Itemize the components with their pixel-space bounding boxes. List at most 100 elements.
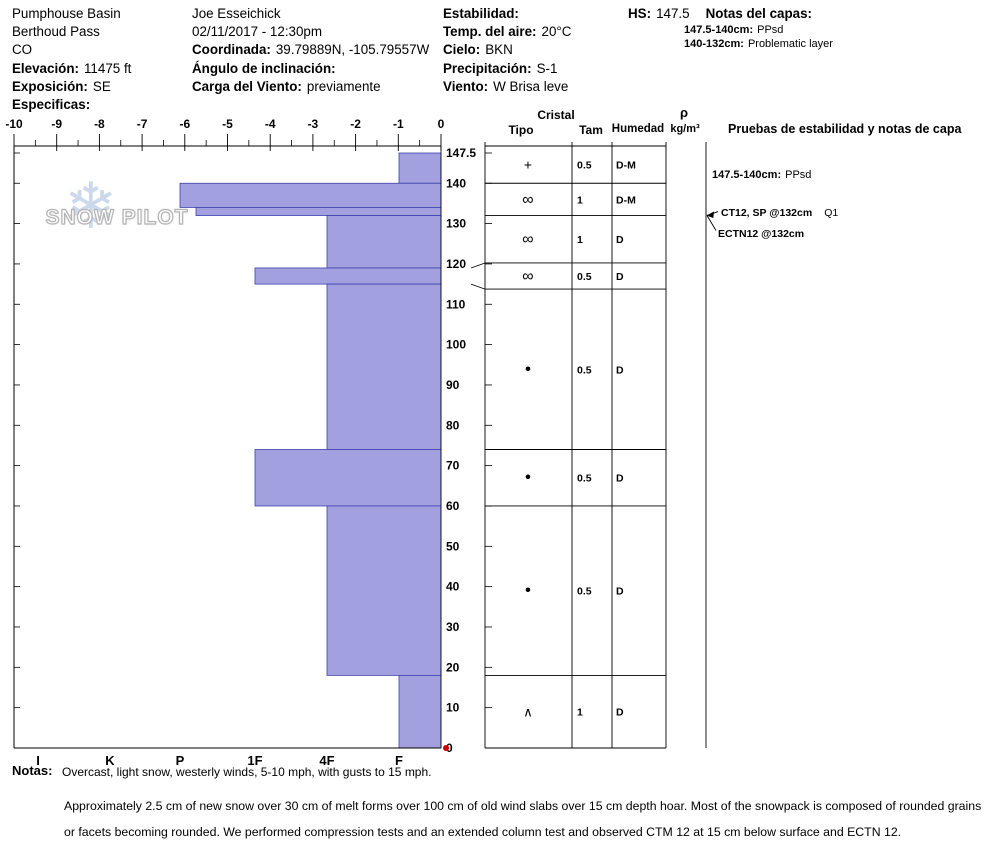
moisture-value: D [616, 473, 624, 485]
grain-size-value: 0.5 [577, 271, 592, 283]
grain-symbol-MF: ∞ [522, 191, 533, 208]
tipo-column-header: Tipo [508, 123, 534, 137]
layer-note-range: 140-132cm: [684, 38, 744, 51]
hardness-label: 1F [247, 753, 262, 768]
elevation-label: Elevación: [12, 60, 79, 76]
coordinates-label: Coordinada: [192, 42, 271, 58]
grain-size-value: 1 [577, 707, 583, 719]
temp-axis-label: -6 [179, 117, 190, 131]
temp-axis-label: -8 [94, 117, 105, 131]
ct-test-score: Q1 [824, 207, 839, 219]
stability-row: Estabilidad: [443, 5, 571, 23]
temp-axis-label: -1 [393, 117, 404, 131]
row-leader-line [470, 283, 486, 290]
windload-value: previamente [306, 78, 381, 94]
site-area: Berthoud Pass [12, 24, 100, 40]
density-unit-header: kg/m³ [670, 123, 700, 135]
site-name: Pumphouse Basin [12, 6, 121, 21]
temp-axis-label: 0 [438, 117, 445, 131]
hardness-bar [195, 207, 442, 216]
hs-label: HS: [628, 6, 652, 21]
site-state: CO [12, 42, 33, 58]
temp-axis-label: -2 [350, 117, 361, 131]
depth-label: 20 [446, 660, 460, 674]
hardness-label: I [36, 753, 40, 768]
ct-test-label: CT12, SP @132cm [721, 207, 813, 219]
notes-label: Notas: [12, 763, 53, 778]
depth-label: 130 [446, 217, 466, 231]
elevation-row: Elevación: 11475 ft [12, 60, 131, 78]
hardness-label: F [395, 753, 403, 768]
pit-summary-line2: or facets becoming rounded. We performed… [64, 825, 902, 839]
coordinates-value: 39.79889N, -105.79557W [275, 42, 430, 58]
temp-axis-label: -7 [137, 117, 148, 131]
wind-value: W Brisa leve [493, 78, 569, 94]
observation-datetime: 02/11/2017 - 12:30pm [192, 24, 323, 40]
header-observer-block: Joe Esseichick 02/11/2017 - 12:30pm Coor… [192, 5, 429, 96]
density-symbol-header: ρ [679, 105, 689, 120]
origin-marker-dot [443, 745, 449, 751]
moisture-value: D [616, 234, 624, 246]
depth-label: 100 [446, 338, 466, 352]
hardness-bar [254, 449, 442, 507]
moisture-value: D [616, 364, 624, 376]
specifics-label: Especificas: [12, 96, 91, 112]
depth-label: 60 [446, 499, 460, 513]
depth-label: 0 [446, 741, 453, 755]
sky-label: Cielo: [443, 42, 481, 58]
layer-note-text: Problematic layer [747, 38, 833, 51]
depth-label: 90 [446, 378, 460, 392]
grain-symbol-PP: + [524, 157, 532, 173]
humedad-column-header: Humedad [611, 123, 665, 135]
precip-label: Precipitación: [443, 60, 532, 76]
depth-label: 110 [446, 297, 466, 311]
moisture-value: D [616, 271, 624, 283]
hardness-label: P [176, 753, 185, 768]
temp-axis-label: -4 [265, 117, 276, 131]
aspect-value: SE [92, 78, 111, 94]
depth-label: 120 [446, 257, 466, 271]
grain-symbol-RG: • [525, 359, 531, 378]
hs-value: 147.5 [656, 6, 690, 21]
header-conditions-block: Estabilidad: Temp. del aire: 20°C Cielo: B… [443, 5, 571, 96]
wind-row: Viento: W Brisa leve [443, 78, 571, 96]
airtemp-value: 20°C [541, 24, 572, 40]
aspect-row: Exposición: SE [12, 78, 131, 96]
snowpilot-watermark: ❄ SNOW PILOT [38, 174, 196, 250]
windload-row: Carga del Viento: previamente [192, 78, 429, 96]
wind-label: Viento: [443, 78, 489, 94]
snowflake-icon: ❄ [64, 170, 118, 242]
hardness-bar [179, 182, 442, 208]
tam-column-header: Tam [579, 123, 603, 137]
grain-size-value: 0.5 [577, 160, 592, 172]
surface-layer-range: 147.5-140cm: [712, 169, 782, 181]
hardness-label: 4F [319, 753, 334, 768]
hs-row: HS: 147.5 Notas del capas: [628, 5, 833, 23]
incline-row: Ángulo de inclinación: [192, 60, 429, 78]
depth-label: 140 [446, 176, 466, 190]
elevation-value: 11475 ft [83, 60, 132, 76]
grain-size-value: 0.5 [577, 586, 592, 598]
stability-test-ct: CT12, SP @132cm Q1 [721, 207, 838, 219]
layer-note-range: 147.5-140cm: [684, 24, 754, 37]
surface-layer-text: PPsd [785, 169, 812, 181]
sky-value: BKN [485, 42, 513, 58]
pit-summary-line1: Approximately 2.5 cm of new snow over 30… [64, 799, 982, 813]
depth-label: 40 [446, 580, 460, 594]
hardness-bar [398, 674, 442, 749]
temp-axis-label: -3 [308, 117, 319, 131]
aspect-label: Exposición: [12, 78, 88, 94]
incline-label: Ángulo de inclinación: [192, 60, 336, 76]
hardness-bar [398, 152, 442, 184]
grain-size-value: 0.5 [577, 473, 592, 485]
moisture-value: D-M [616, 194, 636, 206]
moisture-value: D-M [616, 160, 636, 172]
temp-axis-label: -10 [5, 117, 23, 131]
specifics-row: Especificas: [12, 96, 131, 114]
precip-row: Precipitación: S-1 [443, 60, 571, 78]
layer-note-item: 140-132cm: Problematic layer [684, 37, 833, 51]
sky-row: Cielo: BKN [443, 41, 571, 59]
airtemp-label: Temp. del aire: [443, 24, 537, 40]
